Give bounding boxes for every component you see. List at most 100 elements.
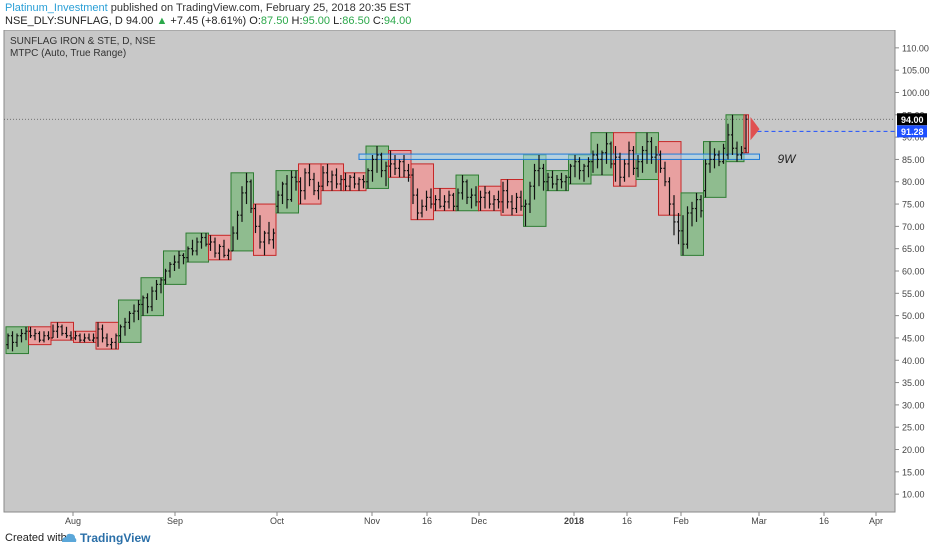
change-text: +7.45 (+8.61%) [170, 15, 247, 27]
tradingview-logo-icon [62, 533, 77, 542]
ohlc-bar-108 [492, 195, 496, 211]
ohlc-bar-32 [150, 286, 154, 312]
ohlc-bar-94 [429, 188, 433, 209]
open-label: O: [249, 15, 261, 27]
author-link[interactable]: Platinum_Investment [5, 2, 108, 14]
ohlc-bar-88 [402, 154, 406, 178]
x-tick-label: 16 [422, 516, 432, 526]
ohlc-bar-120 [546, 172, 550, 191]
y-tick-label: 35.00 [902, 378, 925, 388]
ohlc-bar-5 [28, 326, 33, 338]
low-value: 86.50 [342, 15, 370, 27]
ohlc-bar-146 [663, 161, 667, 187]
ohlc-bar-43 [199, 233, 204, 249]
x-tick-label: Apr [869, 516, 883, 526]
x-tick-label: Oct [270, 516, 285, 526]
y-tick-label: 90.00 [902, 133, 925, 143]
ohlc-bar-28 [132, 304, 136, 323]
ohlc-bar-50 [231, 226, 235, 252]
y-tick-label: 105.00 [902, 66, 930, 76]
down-range-box-11 [253, 203, 277, 256]
y-tick-label: 65.00 [902, 244, 925, 254]
ohlc-bar-85 [388, 150, 393, 178]
ohlc-bar-155 [703, 159, 708, 198]
ohlc-bar-61 [280, 181, 285, 205]
ohlc-bar-38 [177, 250, 181, 269]
ohlc-bar-107 [487, 190, 492, 209]
ohlc-bar-14 [69, 331, 73, 341]
ohlc-bar-0 [6, 333, 10, 350]
low-label: L: [333, 15, 343, 27]
ohlc-bar-35 [163, 268, 168, 285]
ohlc-bar-12 [60, 324, 64, 336]
ohlc-bar-40 [186, 246, 190, 263]
ohlc-bar-13 [64, 326, 69, 338]
ohlc-bar-109 [496, 190, 501, 209]
price-chart[interactable]: 9W 110.00105.00100.0095.0090.0085.0080.0… [0, 30, 932, 528]
last-price-tag-label: 94.00 [901, 115, 924, 125]
x-tick-label: Sep [167, 516, 183, 526]
price-axis[interactable]: 110.00105.00100.0095.0090.0085.0080.0075… [895, 43, 930, 500]
target-price-tag [897, 125, 927, 138]
ohlc-bar-137 [622, 159, 627, 182]
ohlc-bar-96 [438, 188, 442, 209]
ohlc-bar-4 [24, 326, 28, 341]
x-tick-label: Feb [673, 516, 689, 526]
ohlc-bar-162 [735, 141, 739, 162]
ohlc-bar-10 [51, 324, 55, 339]
ohlc-bar-69 [316, 181, 321, 200]
time-axis[interactable]: Aug Sep Oct Nov 16 Dec 2018 16 Feb Mar 16 Apr [65, 512, 883, 526]
ohlc-bars-layer [6, 114, 748, 352]
ohlc-bar-131 [595, 143, 600, 169]
ohlc-bar-122 [555, 175, 559, 191]
ohlc-bar-16 [78, 333, 82, 343]
ohlc-bar-97 [442, 195, 447, 211]
ohlc-bar-52 [240, 186, 244, 222]
y-tick-label: 70.00 [902, 222, 925, 232]
ohlc-bar-141 [640, 146, 645, 173]
ohlc-bar-20 [96, 322, 100, 347]
ohlc-bar-72 [330, 170, 334, 191]
ohlc-bar-42 [195, 237, 199, 256]
ohlc-bar-161 [730, 114, 735, 155]
ohlc-bar-100 [456, 188, 460, 211]
x-tick-label: 2018 [564, 516, 584, 526]
ohlc-bar-105 [478, 190, 483, 211]
chart-header: Platinum_Investment published on Trading… [0, 0, 932, 30]
y-tick-label: 15.00 [902, 467, 925, 477]
ohlc-bar-112 [510, 195, 514, 216]
footer: Created with TradingView [0, 528, 932, 550]
ohlc-bar-101 [460, 175, 465, 200]
ohlc-bar-39 [181, 253, 186, 265]
high-value: 95.00 [302, 15, 331, 27]
tradingview-brand[interactable]: TradingView [80, 531, 151, 545]
ohlc-bar-22 [105, 333, 109, 347]
y-tick-label: 80.00 [902, 177, 925, 187]
ohlc-bar-159 [721, 143, 726, 164]
ohlc-bar-123 [559, 172, 564, 189]
ohlc-bar-41 [190, 239, 195, 256]
price-lines-layer [4, 117, 895, 141]
close-label: C: [372, 15, 384, 27]
x-tick-label: Mar [751, 516, 767, 526]
ohlc-bar-89 [406, 163, 411, 182]
ohlc-bar-153 [694, 192, 699, 222]
ohlc-bar-11 [55, 322, 60, 338]
ohlc-bar-91 [415, 188, 420, 220]
ohlc-bar-145 [658, 150, 663, 173]
ohlc-bar-117 [532, 163, 537, 200]
publish-line: Platinum_Investment published on Trading… [5, 2, 411, 15]
resistance-zone[interactable] [358, 153, 760, 160]
indicator-label: MTPC (Auto, True Range) [10, 48, 126, 59]
ohlc-bar-115 [523, 199, 528, 227]
ohlc-bar-126 [573, 154, 577, 178]
ohlc-bar-125 [568, 163, 573, 184]
published-text: published on TradingView.com, February 2… [110, 2, 411, 14]
ohlc-bar-99 [451, 192, 456, 211]
plot-area[interactable] [3, 30, 896, 513]
ohlc-bar-45 [208, 235, 213, 251]
ohlc-bar-134 [609, 141, 613, 169]
ohlc-bar-113 [514, 192, 519, 213]
ohlc-bar-51 [235, 210, 240, 240]
symbol-label[interactable]: NSE_DLY:SUNFLAG, D [5, 15, 123, 27]
